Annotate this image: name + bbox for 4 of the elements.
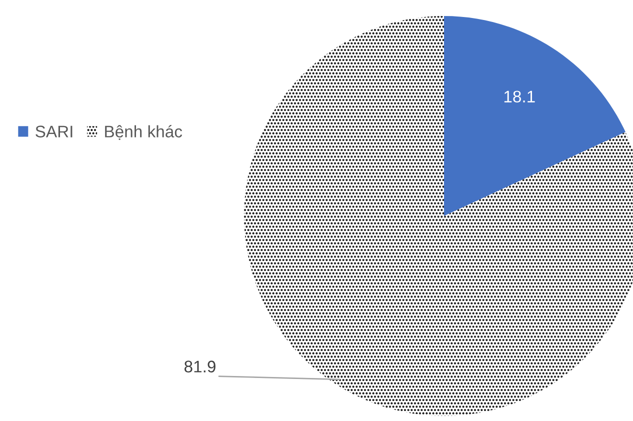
slice-label: Bệnh khác <box>105 125 182 140</box>
data-label: 81.9 <box>184 360 216 372</box>
legend-label: SARI <box>36 126 72 138</box>
data-label: 18.1 <box>504 90 535 103</box>
